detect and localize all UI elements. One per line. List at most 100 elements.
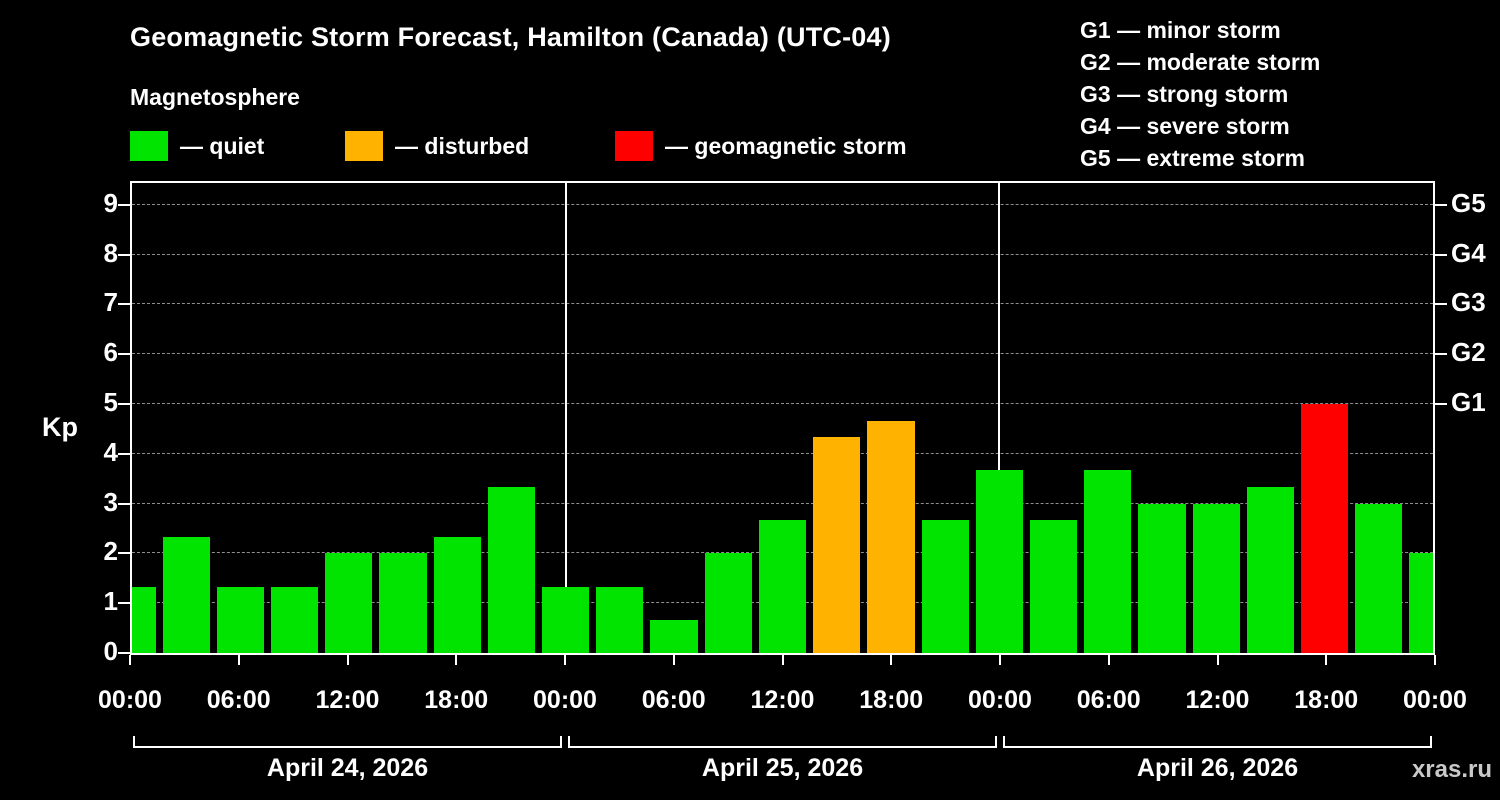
magnetosphere-label: Magnetosphere bbox=[130, 84, 300, 110]
x-tick bbox=[890, 655, 893, 665]
x-tick bbox=[999, 655, 1001, 665]
kp-bar bbox=[325, 553, 373, 653]
kp-bar bbox=[433, 537, 481, 653]
y-tick-label: 6 bbox=[103, 337, 118, 368]
y-tick bbox=[118, 452, 130, 455]
x-tick bbox=[237, 655, 240, 665]
gridline-8 bbox=[132, 253, 1433, 255]
kp-bar bbox=[216, 586, 265, 653]
x-tick bbox=[129, 655, 131, 665]
x-tick-label: 00:00 bbox=[98, 686, 162, 714]
y-tick-label: 4 bbox=[103, 436, 118, 467]
storm-scale-g3: G3 — strong storm bbox=[1080, 81, 1289, 107]
gridline-9 bbox=[132, 203, 1433, 205]
right-axis-tick bbox=[1435, 353, 1447, 356]
y-tick-label: 8 bbox=[103, 237, 118, 268]
legend-item-disturbed: — disturbed bbox=[345, 131, 529, 161]
right-axis-tick bbox=[1435, 403, 1447, 406]
y-tick-label: 0 bbox=[103, 636, 118, 666]
kp-bar bbox=[1409, 553, 1433, 653]
kp-bar bbox=[1192, 503, 1240, 653]
x-tick-label: 06:00 bbox=[1076, 686, 1141, 714]
x-tick-label: 12:00 bbox=[315, 686, 380, 714]
right-axis-label-g5: G5 bbox=[1451, 187, 1486, 218]
y-tick-label: 7 bbox=[103, 287, 118, 318]
x-tick bbox=[1216, 655, 1219, 665]
storm-scale-g2: G2 — moderate storm bbox=[1080, 49, 1321, 75]
kp-bar bbox=[975, 470, 1023, 653]
kp-bar bbox=[1300, 404, 1349, 653]
right-axis-tick bbox=[1435, 203, 1447, 206]
y-tick bbox=[118, 353, 130, 356]
y-tick bbox=[118, 552, 130, 555]
x-tick bbox=[455, 655, 458, 665]
gridline-6 bbox=[132, 353, 1433, 355]
right-axis-label-g2: G2 bbox=[1451, 337, 1486, 368]
x-tick-label: 18:00 bbox=[424, 686, 489, 714]
y-tick bbox=[118, 253, 130, 256]
y-tick-label: 5 bbox=[103, 387, 118, 418]
kp-bar bbox=[542, 586, 590, 653]
day-separator bbox=[564, 183, 567, 653]
quiet-label: — quiet bbox=[180, 132, 265, 159]
x-tick-label: 12:00 bbox=[1185, 686, 1250, 714]
kp-bar bbox=[1029, 520, 1078, 653]
legend-item-quiet: — quiet bbox=[130, 131, 264, 161]
day-label: April 24, 2026 bbox=[266, 754, 429, 782]
y-tick-label: 1 bbox=[103, 586, 118, 617]
day-label: April 25, 2026 bbox=[701, 754, 864, 782]
x-tick-label: 00:00 bbox=[533, 686, 597, 714]
right-axis-tick bbox=[1435, 253, 1447, 256]
x-tick-label: 00:00 bbox=[968, 686, 1032, 714]
legend-item-storm: — geomagnetic storm bbox=[615, 131, 907, 161]
kp-bar bbox=[1084, 470, 1132, 653]
x-tick bbox=[1325, 655, 1328, 665]
storm-scale-legend: G1 — minor storm G2 — moderate storm G3 … bbox=[1080, 14, 1320, 174]
x-tick bbox=[1434, 655, 1436, 665]
y-tick bbox=[118, 203, 130, 206]
gridline-7 bbox=[132, 303, 1433, 305]
kp-bar bbox=[813, 437, 861, 653]
day-bracket bbox=[1003, 736, 1432, 748]
x-tick bbox=[346, 655, 349, 665]
kp-bar bbox=[132, 586, 156, 653]
kp-bar bbox=[1138, 503, 1186, 653]
storm-scale-g4: G4 — severe storm bbox=[1080, 113, 1290, 139]
gridline-5 bbox=[132, 403, 1433, 405]
right-axis-label-g3: G3 bbox=[1451, 287, 1486, 318]
kp-bar bbox=[758, 520, 807, 653]
watermark: xras.ru bbox=[1411, 756, 1492, 783]
day-label: April 26, 2026 bbox=[1136, 754, 1299, 782]
kp-bar bbox=[596, 586, 644, 653]
x-tick bbox=[564, 655, 566, 665]
x-tick bbox=[672, 655, 675, 665]
y-tick bbox=[118, 502, 130, 505]
x-tick bbox=[1107, 655, 1110, 665]
kp-bar bbox=[867, 420, 915, 653]
y-tick-label: 9 bbox=[103, 187, 118, 218]
kp-bar bbox=[162, 537, 210, 653]
day-separator bbox=[998, 183, 1001, 653]
right-axis-tick bbox=[1435, 303, 1447, 306]
disturbed-color-swatch bbox=[345, 131, 383, 161]
kp-bar bbox=[704, 553, 752, 653]
gridline-4 bbox=[132, 452, 1433, 454]
x-tick-label: 06:00 bbox=[641, 686, 706, 714]
kp-bar bbox=[487, 487, 536, 653]
y-tick bbox=[118, 303, 130, 306]
kp-bar bbox=[650, 619, 698, 653]
kp-bar bbox=[1355, 503, 1403, 653]
storm-label: — geomagnetic storm bbox=[665, 132, 907, 159]
x-tick-label: 12:00 bbox=[750, 686, 815, 714]
y-tick-label: 3 bbox=[103, 486, 118, 517]
y-tick bbox=[118, 403, 130, 406]
disturbed-label: — disturbed bbox=[395, 132, 530, 159]
x-tick bbox=[781, 655, 784, 665]
day-bracket bbox=[568, 736, 997, 748]
kp-bar bbox=[921, 520, 969, 653]
x-tick-label: 00:00 bbox=[1403, 686, 1467, 714]
kp-bar bbox=[379, 553, 427, 653]
y-axis-label: Kp bbox=[42, 412, 78, 442]
x-tick-label: 18:00 bbox=[1294, 686, 1359, 714]
quiet-color-swatch bbox=[130, 131, 168, 161]
